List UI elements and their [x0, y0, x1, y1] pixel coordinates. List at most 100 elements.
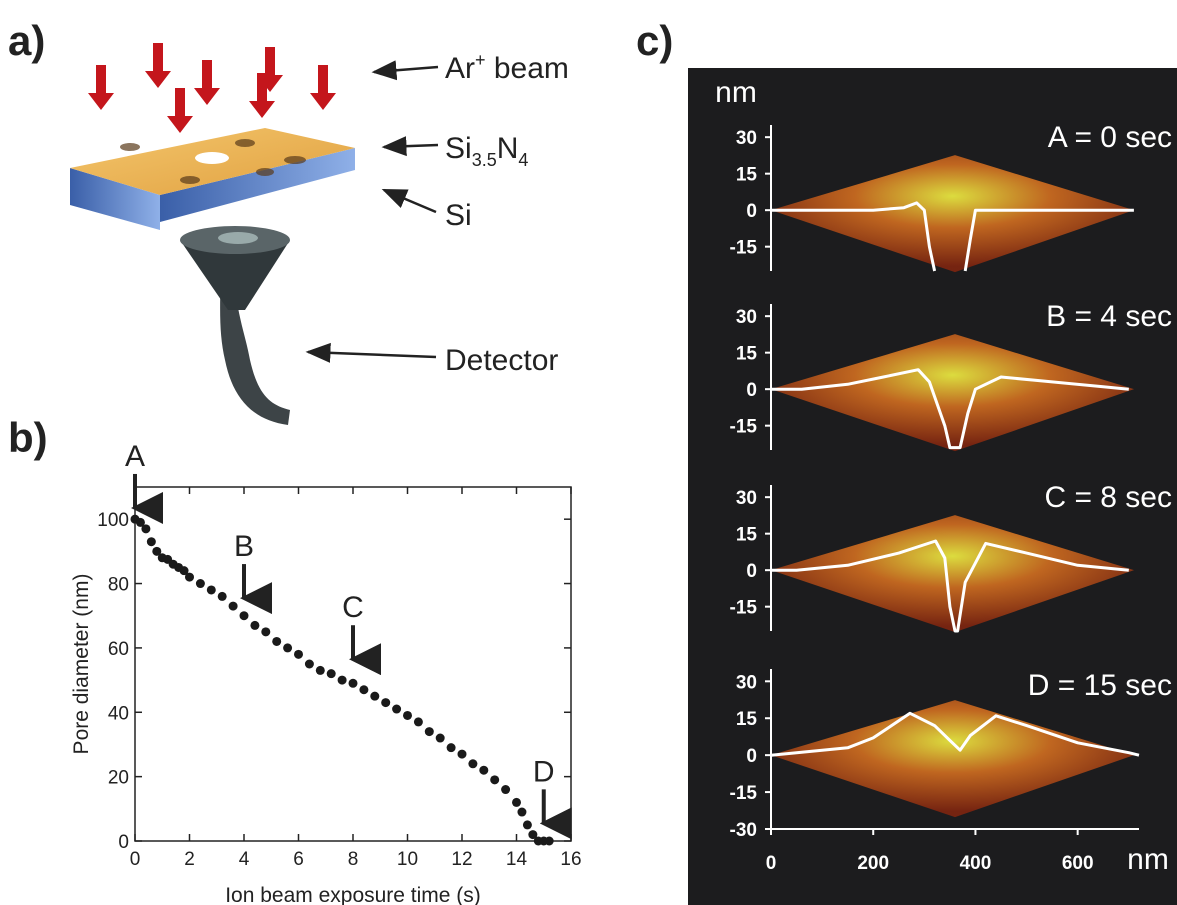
data-point [349, 679, 358, 688]
label-text: N [497, 132, 519, 165]
y-axis-label: Pore diameter (nm) [70, 574, 93, 755]
data-point [305, 660, 314, 669]
x-tick-label: 6 [293, 849, 304, 870]
membrane-label: Si3.5N4 [445, 132, 528, 170]
data-point [468, 759, 477, 768]
label-text: Ar [445, 52, 475, 85]
panel-label: a) [8, 17, 45, 64]
x-tick-label: 16 [560, 849, 581, 870]
y-tick-label: 30 [736, 672, 757, 693]
subplot-title: D = 15 sec [1028, 669, 1172, 702]
data-point [229, 602, 238, 611]
y-tick-label: 15 [736, 525, 758, 546]
data-point [261, 627, 270, 636]
data-point [316, 666, 325, 675]
data-point [447, 743, 456, 752]
data-point [240, 611, 249, 620]
y-tick-label: 0 [746, 561, 757, 582]
subplot-title: C = 8 sec [1044, 481, 1172, 514]
data-point [370, 692, 379, 701]
y-tick-label: -30 [730, 820, 757, 841]
x-tick-label: 8 [348, 849, 359, 870]
panel-label: b) [8, 414, 48, 461]
data-point [523, 820, 532, 829]
data-point [517, 808, 526, 817]
data-point [512, 798, 521, 807]
data-point [381, 698, 390, 707]
data-point [338, 676, 347, 685]
x-tick-label: 400 [960, 853, 992, 874]
label-text: beam [486, 52, 569, 85]
data-point [218, 592, 227, 601]
annotation: D [533, 755, 555, 788]
y-tick-label: 30 [736, 307, 757, 328]
detector-label: Detector [445, 344, 558, 377]
y-tick-label: 60 [108, 639, 129, 660]
y-tick-label: 20 [108, 768, 129, 789]
y-tick-label: 0 [118, 832, 129, 853]
data-point [272, 637, 281, 646]
y-tick-label: 15 [736, 709, 758, 730]
y-tick-label: 40 [108, 703, 129, 724]
data-point [458, 750, 467, 759]
x-tick-label: 14 [506, 849, 528, 870]
y-tick-label: -15 [730, 783, 758, 804]
data-point [392, 705, 401, 714]
y-tick-label: -15 [730, 417, 758, 438]
x-tick-label: 10 [397, 849, 418, 870]
data-point [436, 734, 445, 743]
y-axis-label: nm [715, 76, 757, 109]
x-tick-label: 600 [1062, 853, 1094, 874]
data-point [283, 643, 292, 652]
x-tick-label: 0 [130, 849, 141, 870]
x-tick-label: 0 [766, 853, 777, 874]
data-point [545, 837, 554, 846]
figure: a) b) c) Ar+ beam Si3 [0, 0, 1177, 905]
x-tick-label: 2 [184, 849, 195, 870]
data-point [141, 524, 150, 533]
schematic [70, 43, 438, 425]
x-axis-label: nm [1127, 843, 1169, 876]
y-tick-label: 15 [736, 344, 758, 365]
data-point [414, 717, 423, 726]
x-tick-label: 4 [239, 849, 250, 870]
data-point [294, 650, 303, 659]
subplot-title: B = 4 sec [1046, 300, 1172, 333]
data-point [327, 669, 336, 678]
x-tick-label: 12 [451, 849, 472, 870]
y-tick-label: 100 [97, 510, 129, 531]
label-sub: 3.5 [472, 150, 497, 170]
y-tick-label: 30 [736, 488, 757, 509]
panel-label: c) [636, 17, 673, 64]
data-point [490, 775, 499, 784]
y-tick-label: -15 [730, 238, 758, 259]
label-sub: 4 [518, 150, 528, 170]
annotation: C [342, 591, 364, 624]
y-tick-label: 0 [746, 746, 757, 767]
y-tick-label: 80 [108, 575, 129, 596]
subplot-title: A = 0 sec [1048, 121, 1172, 154]
y-tick-label: 30 [736, 128, 757, 149]
beam-label: Ar+ beam [445, 50, 569, 85]
y-tick-label: -15 [730, 598, 758, 619]
data-point [147, 537, 156, 546]
data-point [250, 621, 259, 630]
label-sup: + [475, 50, 486, 70]
annotation: B [234, 530, 254, 563]
data-point [501, 785, 510, 794]
data-point [479, 766, 488, 775]
data-point [196, 579, 205, 588]
y-tick-label: 0 [746, 380, 757, 401]
y-tick-label: 15 [736, 165, 758, 186]
x-tick-label: 200 [857, 853, 889, 874]
substrate-label: Si [445, 199, 472, 232]
data-point [359, 685, 368, 694]
annotation: A [125, 440, 145, 473]
data-point [403, 711, 412, 720]
data-point [185, 573, 194, 582]
y-tick-label: 0 [746, 201, 757, 222]
data-point [425, 727, 434, 736]
label-text: Si [445, 132, 472, 165]
data-point [207, 585, 216, 594]
x-axis-label: Ion beam exposure time (s) [225, 884, 481, 905]
